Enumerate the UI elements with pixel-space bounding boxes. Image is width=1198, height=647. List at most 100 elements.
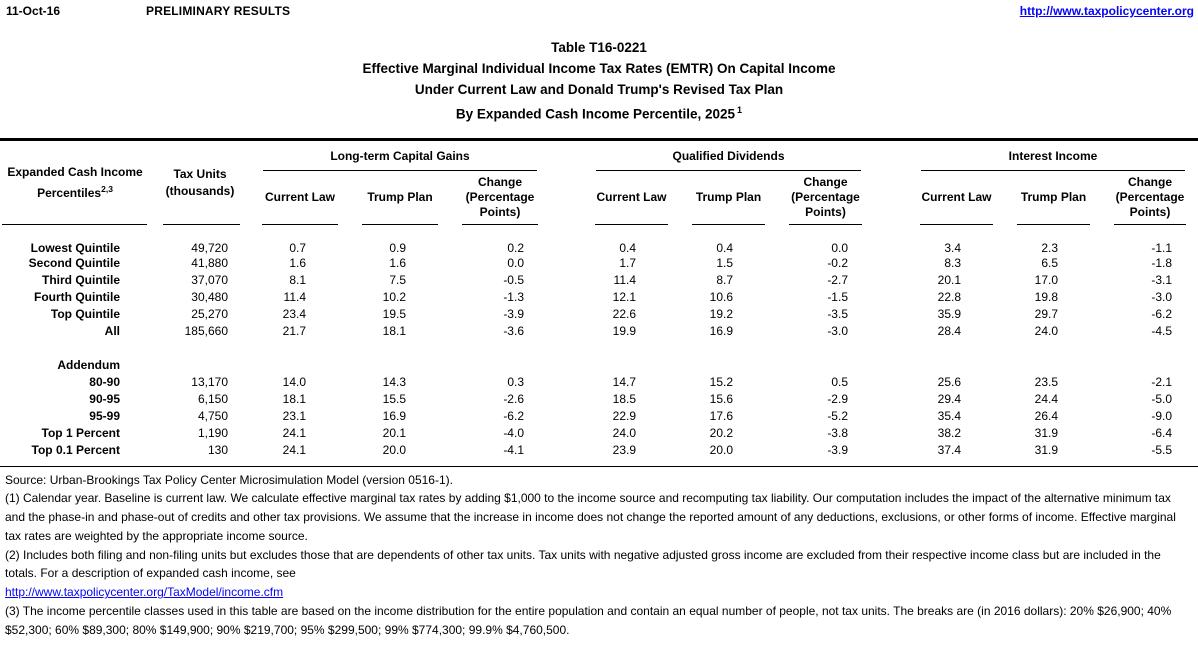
tax-units-cell: 1,190 xyxy=(197,426,228,440)
row-label: All xyxy=(104,324,120,338)
column-header-row: Current Law Trump Plan Change (Percentag… xyxy=(0,171,1198,225)
value-cell: 25.6 xyxy=(937,375,961,389)
value-cell: 15.5 xyxy=(382,392,406,406)
value-cell: -5.5 xyxy=(1151,443,1173,457)
value-cell: -3.1 xyxy=(1151,273,1173,287)
table-body: Lowest Quintile 49,720 0.7 0.9 0.2 0.4 0.4 0.0 3… xyxy=(0,225,1198,459)
spacer-row xyxy=(0,340,1198,357)
footnote-1: (1) Calendar year. Baseline is current l… xyxy=(5,491,1176,543)
group-gap-cell xyxy=(550,374,583,391)
value-cell: -3.9 xyxy=(503,307,524,321)
value-cell: 0.2 xyxy=(507,240,524,255)
group-header-qualified-dividends: Qualified Dividends xyxy=(583,141,874,171)
value-cell: -2.6 xyxy=(503,392,524,406)
value-cell: -3.0 xyxy=(1151,290,1173,304)
spacer-cell xyxy=(0,340,1198,357)
value-cell: -3.8 xyxy=(827,426,848,440)
value-cell: 20.2 xyxy=(709,426,733,440)
income-definition-link[interactable]: http://www.taxpolicycenter.org/TaxModel/… xyxy=(5,585,284,600)
value-cell: 19.5 xyxy=(382,307,406,321)
table-row: 80-90 13,170 14.0 14.3 0.3 14.7 15.2 0.5 25.6 23.… xyxy=(0,374,1198,391)
tax-units-cell: 130 xyxy=(207,443,228,457)
source-note: Source: Urban-Brookings Tax Policy Cente… xyxy=(5,472,453,487)
value-cell: 6.5 xyxy=(1041,256,1058,270)
value-cell: -0.5 xyxy=(503,273,524,287)
group-gap-cell xyxy=(874,289,908,306)
value-cell: -9.0 xyxy=(1151,409,1173,423)
value-cell: 20.0 xyxy=(709,443,733,457)
group-gap-cell xyxy=(550,391,583,408)
value-cell: 18.1 xyxy=(282,392,306,406)
value-cell xyxy=(583,357,680,374)
value-cell: -1.8 xyxy=(1151,256,1173,270)
value-cell: 1.6 xyxy=(389,256,406,270)
value-cell: -1.1 xyxy=(1151,240,1173,255)
value-cell: 24.0 xyxy=(1034,324,1058,338)
value-cell: 10.6 xyxy=(709,290,733,304)
tax-units-cell: 185,660 xyxy=(184,324,228,338)
table-row: Lowest Quintile 49,720 0.7 0.9 0.2 0.4 0.4 0.0 3… xyxy=(0,225,1198,255)
value-cell: -0.2 xyxy=(827,256,848,270)
table-top-rule xyxy=(0,137,1198,141)
value-cell xyxy=(680,357,777,374)
value-cell: 24.1 xyxy=(282,443,306,457)
row-label: Second Quintile xyxy=(28,256,120,270)
value-cell: -2.7 xyxy=(827,273,848,287)
group-header-interest-income: Interest Income xyxy=(908,141,1198,171)
value-cell: -4.0 xyxy=(503,426,524,440)
tax-units-cell: 30,480 xyxy=(191,290,228,304)
group-gap-cell xyxy=(874,391,908,408)
value-cell: 10.2 xyxy=(382,290,406,304)
value-cell: 8.1 xyxy=(289,273,306,287)
value-cell: 16.9 xyxy=(382,409,406,423)
group-gap-cell xyxy=(874,442,908,459)
value-cell: 8.3 xyxy=(944,256,961,270)
value-cell: 18.5 xyxy=(612,392,636,406)
value-cell: 19.9 xyxy=(612,324,636,338)
col-header-change: Change (Percentage Points) xyxy=(777,171,874,225)
value-cell: 0.0 xyxy=(831,240,848,255)
table-row: Third Quintile 37,070 8.1 7.5 -0.5 11.4 8.7 -2.… xyxy=(0,272,1198,289)
group-gap-cell xyxy=(550,225,583,255)
tax-units-cell: 4,750 xyxy=(197,409,228,423)
value-cell: -3.9 xyxy=(827,443,848,457)
group-gap-cell xyxy=(874,408,908,425)
row-label: Addendum xyxy=(57,358,120,372)
value-cell: -5.0 xyxy=(1151,392,1173,406)
group-gap-cell xyxy=(550,442,583,459)
row-label: 80-90 xyxy=(89,375,120,389)
col-header-current-law: Current Law xyxy=(908,171,1005,225)
tax-units-column-header: Tax Units (thousands) xyxy=(150,141,250,225)
value-cell: 31.9 xyxy=(1034,426,1058,440)
value-cell: 17.0 xyxy=(1034,273,1058,287)
value-cell: 0.4 xyxy=(619,240,636,255)
value-cell: -3.6 xyxy=(503,324,524,338)
value-cell: -3.0 xyxy=(827,324,848,338)
row-label: Top Quintile xyxy=(50,307,120,321)
value-cell: 35.9 xyxy=(937,307,961,321)
stub-footnote-marker: 2,3 xyxy=(101,183,113,194)
tax-units-cell xyxy=(150,357,250,374)
value-cell: 3.4 xyxy=(944,240,961,255)
value-cell: 11.4 xyxy=(613,273,636,287)
value-cell: 14.0 xyxy=(282,375,306,389)
value-cell: 21.7 xyxy=(282,324,306,338)
value-cell: 14.3 xyxy=(382,375,406,389)
value-cell: 1.6 xyxy=(289,256,306,270)
table-number: Table T16-0221 xyxy=(551,40,647,55)
group-gap-cell xyxy=(550,306,583,323)
value-cell: 22.9 xyxy=(612,409,636,423)
value-cell: 23.1 xyxy=(282,409,306,423)
value-cell: 35.4 xyxy=(937,409,961,423)
group-gap-cell xyxy=(874,323,908,340)
value-cell: 8.7 xyxy=(716,273,733,287)
group-gap-cell xyxy=(550,272,583,289)
taxpolicycenter-home-link[interactable]: http://www.taxpolicycenter.org xyxy=(1019,4,1194,18)
value-cell: 26.4 xyxy=(1034,409,1058,423)
value-cell: 20.0 xyxy=(382,443,406,457)
row-label: Fourth Quintile xyxy=(34,290,120,304)
table-row: All 185,660 21.7 18.1 -3.6 19.9 16.9 -3.0 28.4 24… xyxy=(0,323,1198,340)
value-cell: 24.4 xyxy=(1034,392,1058,406)
value-cell: 23.9 xyxy=(612,443,636,457)
value-cell: 24.1 xyxy=(282,426,306,440)
